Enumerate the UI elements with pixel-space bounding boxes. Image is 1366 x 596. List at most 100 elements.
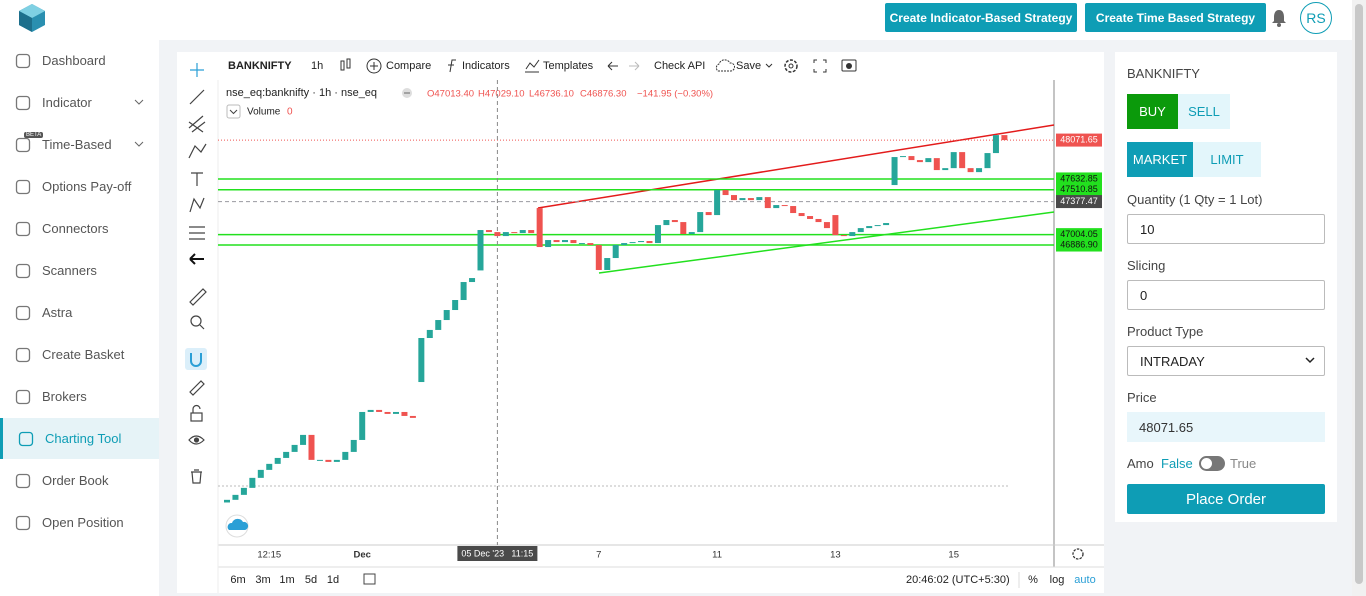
avatar[interactable]: RS [1300, 2, 1332, 34]
crosshair-tool[interactable] [190, 63, 204, 77]
templates[interactable]: Templates [543, 60, 594, 72]
delete-tool[interactable] [191, 469, 202, 484]
create-indicator-strategy-button[interactable]: Create Indicator-Based Strategy [885, 3, 1077, 32]
scrollbar[interactable] [1352, 0, 1366, 596]
price-level-tag [1056, 238, 1102, 252]
go-to-date[interactable] [363, 573, 376, 585]
compare-icon[interactable] [366, 58, 382, 74]
sidebar-item[interactable]: Time-Based BETA [0, 124, 159, 165]
range-button[interactable]: 5d [305, 574, 317, 586]
quantity-input[interactable]: 10 [1127, 214, 1325, 244]
check-api[interactable]: Check API [654, 60, 705, 72]
expand-chevron[interactable] [134, 141, 144, 149]
sidebar-icon [15, 473, 31, 488]
sidebar-item[interactable]: Brokers [0, 376, 159, 417]
candle-body [570, 240, 577, 244]
candle-body [638, 241, 645, 243]
beta-badge: BETA [24, 132, 44, 138]
candle-body [536, 208, 543, 248]
sidebar-item[interactable]: Scanners [0, 250, 159, 291]
log-toggle[interactable]: log [1050, 574, 1065, 586]
visibility-tool[interactable] [188, 435, 205, 445]
create-time-strategy-button[interactable]: Create Time Based Strategy [1085, 3, 1266, 32]
text-tool[interactable] [191, 172, 203, 186]
notification-bell[interactable] [1271, 9, 1287, 27]
save-icon[interactable] [715, 59, 735, 72]
range-button[interactable]: 3m [255, 574, 270, 586]
range-button[interactable]: 1d [327, 574, 339, 586]
trend-channel-upper[interactable] [537, 124, 1055, 209]
buy-button[interactable]: BUY [1127, 94, 1178, 129]
candle-body [714, 190, 721, 216]
redo[interactable] [629, 61, 640, 71]
slicing-input[interactable]: 0 [1127, 280, 1325, 310]
sell-button[interactable]: SELL [1178, 94, 1230, 129]
logo[interactable] [18, 3, 46, 33]
chart-type-icon[interactable] [340, 58, 351, 71]
candle-body [266, 463, 273, 470]
compare[interactable]: Compare [386, 60, 431, 72]
candle-body [333, 459, 340, 462]
measure-tool[interactable] [189, 226, 205, 240]
save[interactable]: Save [736, 60, 761, 72]
sidebar-item[interactable]: Options Pay-off [0, 166, 159, 207]
zoom-tool[interactable] [190, 315, 202, 327]
amo-true[interactable]: True [1230, 456, 1257, 471]
candle-body [528, 230, 535, 234]
back-tool[interactable] [189, 253, 204, 265]
x-tick-label: 12:15 [257, 550, 281, 561]
sidebar-item[interactable]: Connectors [0, 208, 159, 249]
candle-body [688, 232, 695, 235]
templates-icon[interactable] [525, 59, 540, 73]
candle-body [409, 415, 416, 418]
ruler-tool[interactable] [189, 288, 207, 306]
sidebar-item[interactable]: Order Book [0, 460, 159, 501]
candle-body [883, 223, 890, 226]
sidebar-icon [15, 305, 31, 320]
place-order-button[interactable]: Place Order [1127, 484, 1325, 514]
screenshot[interactable] [841, 59, 857, 72]
product-type-select[interactable]: INTRADAY [1127, 346, 1325, 376]
sidebar-item[interactable]: Indicator [0, 82, 159, 123]
auto-toggle[interactable]: auto [1074, 574, 1095, 586]
indicators[interactable]: Indicators [462, 60, 510, 72]
indicators-icon[interactable] [448, 59, 456, 73]
icon-shape [15, 95, 31, 110]
x-tick-label: 11 [712, 550, 722, 561]
expand-chevron[interactable] [134, 99, 144, 107]
scrollbar-thumb[interactable] [1355, 4, 1363, 584]
range-button[interactable]: 6m [230, 574, 245, 586]
market-button[interactable]: MARKET [1127, 142, 1193, 177]
sidebar-label: Charting Tool [45, 431, 122, 446]
sidebar-item[interactable]: Charting Tool [0, 418, 162, 459]
volume-toggle[interactable] [226, 104, 241, 119]
settings[interactable] [784, 59, 798, 73]
fullscreen[interactable] [813, 59, 827, 73]
lock-tool[interactable] [190, 412, 203, 422]
lock-draw-tool[interactable] [189, 380, 205, 396]
trendline-tool[interactable] [189, 89, 205, 105]
trend-channel-lower[interactable] [598, 211, 1055, 274]
range-button[interactable]: 1m [279, 574, 294, 586]
candle-body [629, 242, 636, 244]
order-panel: BANKNIFTY BUY SELL MARKET LIMIT Quantity… [1115, 52, 1337, 522]
symbol[interactable]: BANKNIFTY [228, 60, 292, 72]
limit-button[interactable]: LIMIT [1193, 142, 1261, 177]
percent-toggle[interactable]: % [1028, 574, 1038, 586]
interval[interactable]: 1h [311, 60, 323, 72]
fib-tool[interactable] [188, 115, 206, 133]
sidebar-item[interactable]: Astra [0, 292, 159, 333]
sidebar-item[interactable]: Open Position [0, 502, 159, 543]
axis-settings[interactable] [1072, 548, 1084, 560]
sidebar-item[interactable]: Create Basket [0, 334, 159, 375]
candle-body [942, 168, 949, 171]
path-tool[interactable] [189, 197, 205, 213]
amo-false[interactable]: False [1161, 456, 1193, 471]
sidebar-item[interactable]: Dashboard [0, 40, 159, 81]
candle-body [874, 225, 881, 227]
undo[interactable] [607, 61, 618, 71]
pattern-tool[interactable] [188, 143, 207, 159]
save-menu[interactable] [765, 63, 773, 68]
candle-body [604, 258, 611, 270]
candle-body [756, 197, 763, 201]
